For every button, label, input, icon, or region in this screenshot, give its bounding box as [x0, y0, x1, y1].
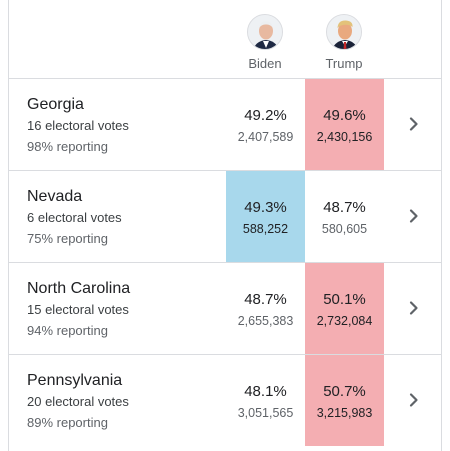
state-info: Nevada 6 electoral votes 75% reporting: [27, 187, 217, 248]
state-name: Nevada: [27, 188, 83, 205]
candidate-biden[interactable]: Biden: [226, 14, 304, 71]
electoral-votes: 20 electoral votes: [27, 394, 129, 409]
trump-percent: 50.7%: [323, 383, 366, 400]
candidates-header: Biden Trump: [9, 0, 441, 78]
biden-percent: 48.1%: [244, 383, 287, 400]
candidate-name: Trump: [325, 56, 363, 71]
biden-result-cell: 49.3% 588,252: [226, 171, 305, 262]
trump-result-cell: 49.6% 2,430,156: [305, 79, 384, 170]
chevron-right-icon[interactable]: [405, 299, 423, 317]
state-name: Georgia: [27, 96, 84, 113]
biden-votes: 2,655,383: [237, 314, 294, 328]
reporting-status: 75% reporting: [27, 231, 108, 246]
biden-percent: 49.3%: [244, 199, 287, 216]
biden-votes: 2,407,589: [237, 130, 294, 144]
candidate-trump[interactable]: Trump: [305, 14, 383, 71]
biden-percent: 48.7%: [244, 291, 287, 308]
state-info: Pennsylvania 20 electoral votes 89% repo…: [27, 371, 217, 432]
state-row[interactable]: Georgia 16 electoral votes 98% reporting…: [9, 78, 441, 170]
trump-result-cell: 50.1% 2,732,084: [305, 263, 384, 354]
state-row[interactable]: North Carolina 15 electoral votes 94% re…: [9, 262, 441, 354]
state-info: North Carolina 15 electoral votes 94% re…: [27, 279, 217, 340]
trump-votes: 580,605: [321, 222, 368, 236]
state-name: Pennsylvania: [27, 372, 123, 389]
trump-votes: 2,430,156: [316, 130, 373, 144]
trump-result-cell: 48.7% 580,605: [305, 171, 384, 262]
chevron-right-icon[interactable]: [405, 391, 423, 409]
trump-percent: 48.7%: [323, 199, 366, 216]
chevron-right-icon[interactable]: [405, 207, 423, 225]
electoral-votes: 15 electoral votes: [27, 302, 129, 317]
electoral-votes: 16 electoral votes: [27, 118, 129, 133]
state-name: North Carolina: [27, 280, 131, 297]
state-info: Georgia 16 electoral votes 98% reporting: [27, 95, 217, 156]
candidate-name: Biden: [248, 56, 282, 71]
trump-votes: 3,215,983: [316, 406, 373, 420]
avatar: [247, 14, 283, 50]
reporting-status: 98% reporting: [27, 139, 108, 154]
biden-result-cell: 49.2% 2,407,589: [226, 79, 305, 170]
state-row[interactable]: Pennsylvania 20 electoral votes 89% repo…: [9, 354, 441, 446]
biden-votes: 3,051,565: [237, 406, 294, 420]
biden-result-cell: 48.1% 3,051,565: [226, 355, 305, 446]
trump-votes: 2,732,084: [316, 314, 373, 328]
biden-result-cell: 48.7% 2,655,383: [226, 263, 305, 354]
biden-votes: 588,252: [242, 222, 289, 236]
state-row[interactable]: Nevada 6 electoral votes 75% reporting 4…: [9, 170, 441, 262]
results-card: Biden Trump Georgia 16 electoral votes 9…: [8, 0, 442, 451]
trump-percent: 50.1%: [323, 291, 366, 308]
reporting-status: 89% reporting: [27, 415, 108, 430]
chevron-right-icon[interactable]: [405, 115, 423, 133]
electoral-votes: 6 electoral votes: [27, 210, 122, 225]
reporting-status: 94% reporting: [27, 323, 108, 338]
avatar: [326, 14, 362, 50]
trump-percent: 49.6%: [323, 107, 366, 124]
biden-percent: 49.2%: [244, 107, 287, 124]
trump-result-cell: 50.7% 3,215,983: [305, 355, 384, 446]
